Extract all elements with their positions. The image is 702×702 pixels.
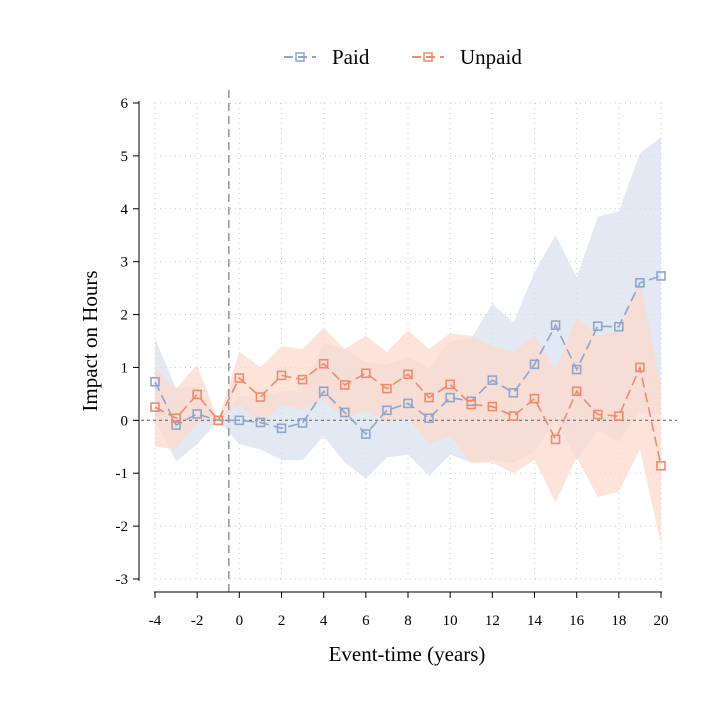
- data-point-unpaid: [508, 411, 519, 421]
- y-tick-label: 1: [121, 360, 129, 376]
- data-point-unpaid: [466, 399, 477, 410]
- y-tick-label: 0: [121, 413, 129, 429]
- x-tick-label: 8: [404, 613, 412, 629]
- data-point-paid: [592, 321, 603, 331]
- data-point-unpaid: [382, 383, 392, 394]
- data-point-unpaid: [234, 373, 245, 383]
- data-point-unpaid: [318, 358, 329, 369]
- series-line-unpaid: [154, 362, 662, 466]
- x-tick-label: 18: [611, 613, 626, 629]
- legend: Paid Unpaid: [284, 45, 522, 69]
- data-point-paid: [339, 407, 350, 418]
- y-tick-label: 5: [121, 149, 129, 165]
- x-tick-label: 16: [569, 613, 585, 629]
- data-point-paid: [424, 413, 434, 424]
- data-point-paid: [445, 392, 455, 403]
- data-point-unpaid: [656, 461, 666, 471]
- data-point-unpaid: [403, 369, 413, 380]
- data-point-unpaid: [150, 402, 160, 412]
- data-point-paid: [403, 398, 413, 409]
- data-point-paid: [361, 429, 371, 439]
- data-point-unpaid: [255, 392, 266, 402]
- x-tick-label: 20: [654, 613, 669, 629]
- x-tick-label: 2: [278, 613, 286, 629]
- y-tick-label: -2: [116, 519, 129, 535]
- x-tick-label: 12: [485, 613, 500, 629]
- x-tick-label: 10: [443, 613, 458, 629]
- y-tick-label: 6: [121, 96, 129, 112]
- x-tick-label: -4: [149, 613, 162, 629]
- data-point-paid: [656, 271, 666, 281]
- data-point-unpaid: [192, 389, 202, 400]
- ci-band-unpaid: [155, 280, 661, 545]
- data-point-unpaid: [361, 368, 371, 379]
- data-point-paid: [508, 388, 519, 398]
- data-point-paid: [276, 423, 287, 434]
- y-tick-label: 4: [121, 202, 129, 218]
- data-point-paid: [297, 418, 308, 428]
- data-point-paid: [550, 320, 561, 330]
- x-tick-label: 6: [362, 613, 370, 629]
- y-axis-title: Impact on Hours: [78, 270, 102, 411]
- data-point-paid: [255, 417, 266, 428]
- data-point-unpaid: [487, 401, 498, 412]
- data-point-paid: [234, 415, 245, 426]
- x-tick-label: 14: [527, 613, 543, 629]
- data-point-paid: [571, 364, 582, 375]
- data-point-unpaid: [571, 386, 582, 397]
- y-tick-label: 2: [121, 308, 129, 324]
- y-tick-label: 3: [121, 255, 129, 271]
- x-tick-label: -2: [191, 613, 204, 629]
- data-point-paid: [382, 405, 392, 416]
- x-tick-label: 4: [320, 613, 328, 629]
- data-point-unpaid: [550, 434, 561, 445]
- data-point-paid: [487, 375, 498, 385]
- data-point-paid: [614, 321, 624, 332]
- reference-lines: [141, 90, 677, 592]
- data-point-unpaid: [592, 409, 603, 420]
- y-tick-label: -1: [116, 466, 129, 482]
- legend-swatch-unpaid-marker: [423, 52, 433, 62]
- data-point-unpaid: [339, 380, 350, 390]
- legend-item-unpaid: Unpaid: [412, 45, 522, 69]
- data-point-unpaid: [276, 370, 287, 381]
- data-point-paid: [192, 409, 202, 419]
- data-point-unpaid: [529, 393, 540, 404]
- series-line-paid: [154, 275, 662, 436]
- confidence-bands: [155, 137, 661, 545]
- series-lines: [154, 275, 662, 466]
- data-point-unpaid: [445, 379, 455, 390]
- x-axis-title: Event-time (years): [329, 642, 486, 666]
- data-point-unpaid: [297, 374, 308, 385]
- data-point-paid: [318, 386, 329, 397]
- data-point-unpaid: [171, 413, 181, 424]
- legend-label-unpaid: Unpaid: [460, 45, 522, 69]
- data-point-unpaid: [213, 415, 224, 426]
- x-tick-label: 0: [236, 613, 244, 629]
- legend-swatch-paid-marker: [295, 52, 305, 62]
- data-point-unpaid: [424, 392, 434, 403]
- data-point-paid: [635, 278, 645, 288]
- data-point-paid: [171, 420, 181, 430]
- data-point-unpaid: [635, 362, 645, 373]
- data-point-paid: [529, 359, 540, 370]
- y-tick-label: -3: [116, 572, 129, 588]
- legend-label-paid: Paid: [332, 45, 370, 69]
- series-markers: [150, 271, 666, 471]
- data-point-paid: [150, 376, 160, 387]
- data-point-unpaid: [614, 411, 624, 421]
- legend-item-paid: Paid: [284, 45, 370, 69]
